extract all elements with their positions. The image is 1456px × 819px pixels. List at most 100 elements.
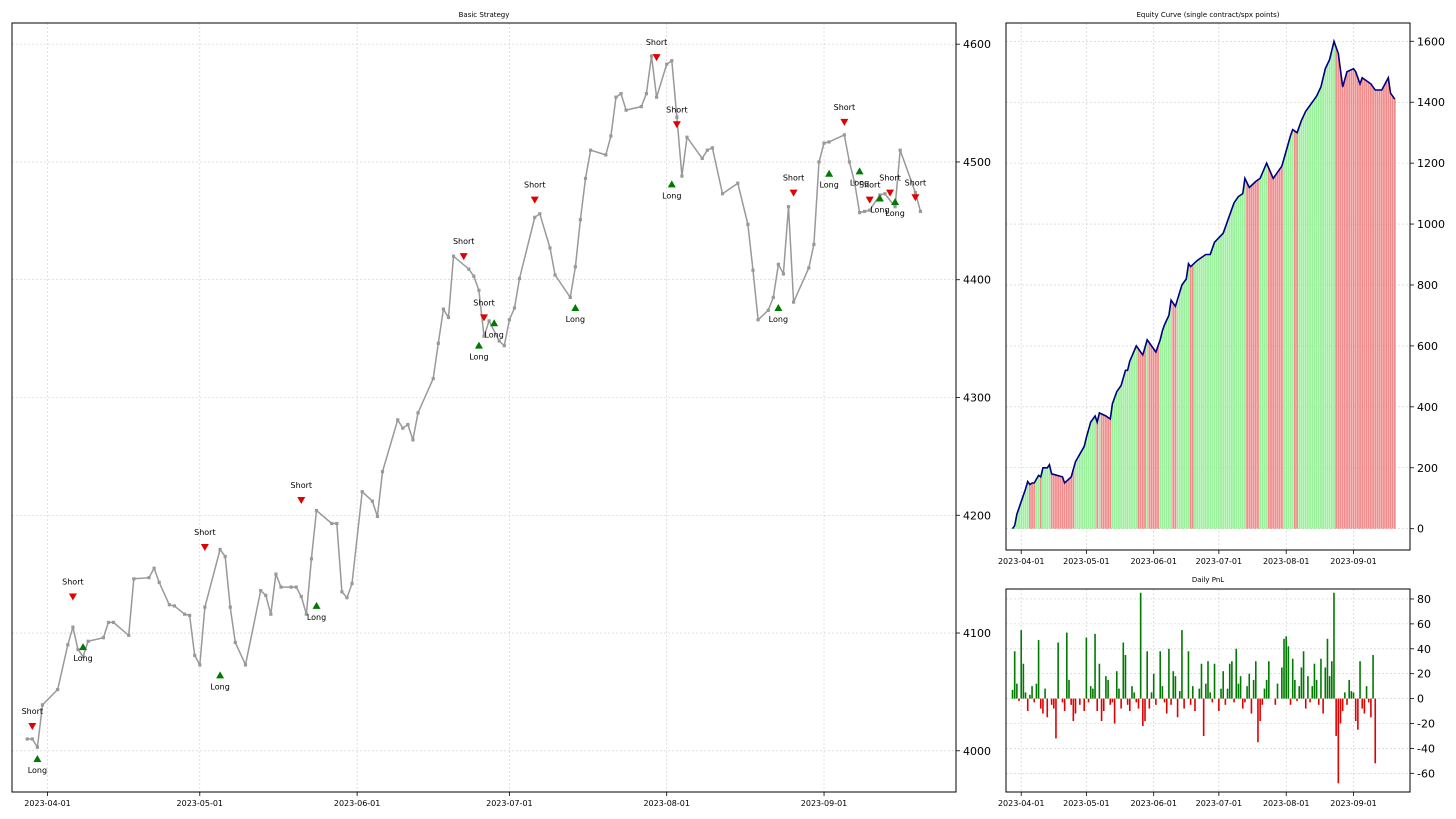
pnl-positive-bar [1228,663,1231,699]
price-point [553,273,557,277]
pnl-negative-bar [1050,698,1053,705]
long-label: Long [566,315,585,324]
pnl-negative-bar [1052,698,1055,709]
price-point [436,341,440,345]
pnl-positive-bar [1133,692,1135,699]
short-marker [789,189,798,197]
pnl-positive-bar [1124,655,1127,699]
pnl-positive-bar [1300,667,1303,699]
pnl-positive-bar [1098,663,1101,699]
y-tick-label: 4100 [963,627,991,640]
price-point [127,633,131,637]
pnl-negative-bar [1063,698,1066,712]
equity-drawdown-bar [1356,77,1359,529]
equity-drawdown-bar [1270,173,1272,529]
equity-gain-bar [1181,284,1183,529]
equity-gain-bar [1122,377,1125,529]
equity-gain-bar [1239,195,1242,529]
pnl-negative-bar [1241,698,1244,709]
pnl-positive-bar [1131,686,1133,699]
price-point [416,411,420,415]
equity-drawdown-bar [1380,90,1383,529]
price-point [649,54,654,58]
long-label: Long [885,209,904,218]
pnl-positive-bar [1161,686,1164,699]
equity-drawdown-bar [1172,303,1175,529]
pnl-positive-bar [1246,686,1248,699]
equity-gain-bar [1300,120,1303,529]
equity-curve-title: Equity Curve (single contract/spx points… [1136,11,1279,19]
pnl-positive-bar [1294,679,1296,699]
equity-drawdown-bar [1157,345,1159,529]
price-point [345,596,349,600]
price-point [665,62,669,66]
short-label: Short [905,178,926,187]
equity-gain-bar [1185,278,1188,529]
x-tick-label: 2023-07-01 [1196,557,1243,566]
pnl-positive-bar [1031,686,1033,699]
short-marker [530,196,539,204]
equity-gain-bar [1330,50,1333,529]
price-point [533,215,537,219]
equity-gain-bar [1326,64,1329,529]
pnl-positive-bar [1348,679,1350,699]
pnl-positive-bar [1311,686,1314,699]
pnl-negative-bar [1042,698,1044,714]
equity-gain-bar [1211,248,1214,529]
equity-drawdown-bar [1102,414,1105,529]
equity-gain-bar [1078,454,1081,529]
pnl-positive-bar [1331,661,1333,699]
pnl-negative-bar [1259,698,1261,722]
pnl-negative-bar [1163,698,1166,703]
equity-gain-bar [1126,370,1129,529]
equity-drawdown-bar [1367,82,1370,529]
equity-gain-bar [1220,235,1222,529]
equity-gain-bar [1035,479,1038,529]
price-point [583,176,588,181]
pnl-positive-bar [1029,694,1031,699]
equity-drawdown-bar [1050,473,1053,529]
equity-gain-bar [1265,163,1268,529]
price-point [776,262,780,267]
y-tick-label: 200 [1417,462,1438,475]
equity-gain-bar [1091,419,1094,529]
equity-drawdown-bar [1365,80,1368,529]
pnl-positive-bar [1281,667,1283,699]
price-point [548,246,552,250]
price-point [852,180,857,184]
pnl-positive-bar [1283,638,1285,699]
equity-drawdown-bar [1189,266,1192,529]
pnl-positive-bar [1333,592,1335,699]
long-marker [571,303,580,311]
pnl-negative-bar [1304,698,1307,709]
pnl-negative-bar [1189,698,1192,705]
short-marker [28,723,37,731]
long-marker [875,194,884,202]
equity-gain-bar [1315,96,1318,529]
pnl-negative-bar [1109,698,1112,705]
price-point [639,105,643,109]
equity-gain-bar [1226,221,1229,529]
pnl-positive-bar [1068,679,1070,699]
pnl-positive-bar [1118,688,1120,699]
pnl-positive-bar [1226,688,1229,699]
short-marker [480,314,488,322]
y-tick-label: -60 [1417,767,1435,780]
price-point [863,209,867,214]
y-tick-label: 1400 [1417,96,1445,109]
pnl-positive-bar [1231,661,1233,699]
equity-gain-bar [1083,446,1086,529]
equity-gain-bar [1026,481,1029,529]
price-point [771,295,775,299]
pnl-negative-bar [1274,698,1277,705]
price-point [710,146,714,150]
equity-drawdown-bar [1139,351,1142,529]
price-point [893,205,897,209]
pnl-negative-bar [1079,698,1081,705]
price-point [842,133,846,137]
pnl-positive-bar [1276,683,1279,699]
equity-gain-bar [1135,345,1138,529]
pnl-positive-bar [1146,651,1148,699]
pnl-positive-bar [1248,673,1251,699]
price-point [269,612,273,616]
